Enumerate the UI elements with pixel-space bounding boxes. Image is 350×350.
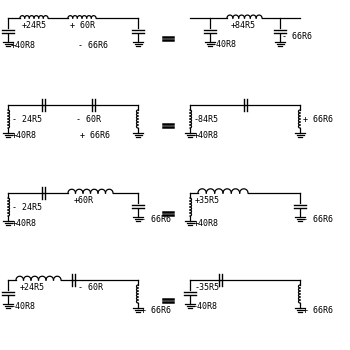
Text: +35R5: +35R5 [195,196,220,205]
Text: +84R5: +84R5 [231,21,256,30]
Text: + 60R: + 60R [70,21,95,30]
Text: - 60R: - 60R [76,115,101,124]
Text: +40R8: +40R8 [12,219,37,228]
Text: + 66R6: + 66R6 [80,131,110,140]
Text: + 66R6: + 66R6 [303,306,333,315]
Text: - 24R5: - 24R5 [12,203,42,212]
Text: -84R5: -84R5 [194,115,219,124]
Text: -40R8: -40R8 [193,302,218,311]
Text: +40R8: +40R8 [11,41,36,50]
Text: -40R8: -40R8 [212,40,237,49]
Text: - 24R5: - 24R5 [12,115,42,124]
Text: - 66R6: - 66R6 [78,41,108,50]
Text: + 66R6: + 66R6 [141,306,171,315]
Text: - 66R6: - 66R6 [282,32,312,41]
Text: - 66R6: - 66R6 [303,215,333,224]
Text: - 60R: - 60R [78,283,103,292]
Text: - 66R6: - 66R6 [141,215,171,224]
Text: -40R8: -40R8 [11,302,36,311]
Text: -35R5: -35R5 [195,283,220,292]
Text: +40R8: +40R8 [194,131,219,140]
Text: +40R8: +40R8 [12,131,37,140]
Text: +40R8: +40R8 [194,219,219,228]
Text: +24R5: +24R5 [22,21,47,30]
Text: +60R: +60R [74,196,94,205]
Text: +24R5: +24R5 [20,283,45,292]
Text: + 66R6: + 66R6 [303,115,333,124]
